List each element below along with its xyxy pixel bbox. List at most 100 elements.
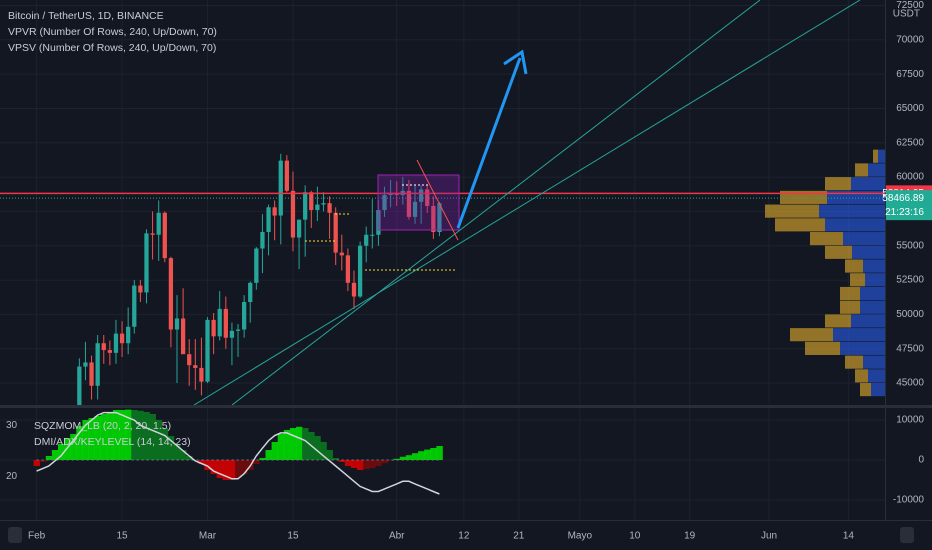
- candle-body: [199, 367, 204, 382]
- momentum-bar: [326, 450, 333, 460]
- momentum-bar: [112, 410, 120, 460]
- volume-up: [863, 259, 885, 273]
- currency-label: USDT: [893, 9, 920, 20]
- volume-up: [865, 273, 885, 287]
- y-tick-label: 60000: [896, 172, 924, 183]
- momentum-bar: [119, 410, 126, 460]
- momentum-bar: [271, 442, 279, 460]
- volume-down: [765, 204, 819, 218]
- momentum-bar: [143, 412, 150, 460]
- candle-body: [266, 207, 271, 233]
- labels: Bitcoin / TetherUS, 1D, BINANCE VPVR (Nu…: [6, 0, 924, 542]
- indicator-legend: VPSV (Number Of Rows, 240, Up/Down, 70): [8, 42, 216, 54]
- momentum-bar: [296, 426, 303, 460]
- candle-body: [95, 343, 100, 386]
- volume-down: [825, 314, 851, 328]
- momentum-bar: [363, 460, 370, 470]
- volume-down: [860, 383, 871, 397]
- volume-up: [871, 383, 885, 397]
- volume-up: [840, 341, 885, 355]
- x-tick-label: Mayo: [568, 531, 593, 542]
- volume-down: [873, 149, 878, 163]
- countdown-label: 21:23:16: [885, 207, 924, 218]
- candle-body: [303, 192, 308, 220]
- candle-body: [150, 233, 155, 235]
- range-box: [377, 174, 460, 231]
- candle-body: [394, 193, 399, 195]
- volume-up: [843, 232, 885, 246]
- indicator-legend: VPVR (Number Of Rows, 240, Up/Down, 70): [8, 26, 217, 38]
- candle-body: [77, 366, 82, 405]
- momentum-bar: [393, 458, 401, 460]
- momentum-bar: [70, 434, 77, 460]
- momentum-bar: [381, 460, 388, 464]
- momentum-bar: [57, 444, 65, 460]
- candle-body: [339, 252, 344, 256]
- x-tick-label: Abr: [389, 531, 405, 542]
- momentum-bar: [149, 414, 156, 460]
- momentum-bar: [418, 451, 425, 460]
- candle-body: [156, 212, 161, 235]
- momentum-bar: [357, 460, 364, 470]
- momentum-bar: [125, 409, 132, 460]
- price-pane: [0, 149, 885, 405]
- momentum-bar: [167, 436, 175, 460]
- volume-up: [851, 314, 885, 328]
- candle-body: [126, 326, 131, 344]
- candle-body: [406, 190, 412, 217]
- x-tick-label: 10: [629, 531, 641, 542]
- y-tick-label: 10000: [896, 415, 924, 426]
- momentum-bar: [100, 414, 108, 460]
- candle-body: [431, 205, 436, 233]
- candle-body: [437, 203, 442, 233]
- momentum-bar: [289, 428, 297, 460]
- momentum-bar: [338, 460, 346, 462]
- momentum-bar: [161, 428, 169, 460]
- y-tick-label: 0: [918, 455, 924, 466]
- auto-scale-button[interactable]: [900, 527, 914, 543]
- x-tick-label: Mar: [199, 531, 217, 542]
- y-tick-label: 72500: [896, 0, 924, 11]
- volume-down: [825, 245, 852, 259]
- momentum-bar: [33, 460, 40, 466]
- momentum-bar: [302, 428, 309, 460]
- candle-body: [235, 329, 241, 331]
- momentum-bar: [204, 460, 211, 470]
- momentum-bar: [375, 460, 382, 466]
- momentum-bar: [259, 458, 266, 460]
- trend-line: [193, 0, 861, 405]
- momentum-bar: [387, 460, 394, 461]
- x-tick-label: 14: [843, 531, 855, 542]
- y2-tick-label: 30: [6, 420, 18, 431]
- x-tick-label: 21: [513, 531, 525, 542]
- momentum-bar: [430, 448, 437, 460]
- volume-up: [852, 245, 885, 259]
- candle-body: [83, 362, 88, 367]
- x-tick-label: Feb: [28, 531, 46, 542]
- momentum-bar: [39, 460, 47, 462]
- y-tick-label: 52500: [896, 275, 924, 286]
- momentum-bar: [344, 460, 352, 466]
- indicator-legend: SQZMOM_LB (20, 2, 20, 1.5): [34, 420, 171, 432]
- momentum-bar: [411, 453, 419, 460]
- timezone-button[interactable]: [8, 527, 22, 543]
- volume-down: [850, 273, 865, 287]
- y-tick-label: 47500: [896, 343, 924, 354]
- volume-up: [878, 149, 885, 163]
- candle-body: [229, 330, 235, 338]
- momentum-bar: [350, 460, 358, 468]
- trend-line: [231, 0, 761, 405]
- forecast-arrowhead: [503, 49, 528, 75]
- candle-body: [205, 319, 210, 382]
- drawings: [193, 0, 861, 405]
- volume-down: [810, 232, 843, 246]
- volume-up: [863, 355, 885, 369]
- candle-body: [138, 285, 143, 293]
- volume-up: [819, 204, 885, 218]
- candle-body: [217, 308, 222, 337]
- volume-down: [855, 163, 868, 177]
- y-tick-label: 62500: [896, 137, 924, 148]
- forecast-arrow: [456, 57, 522, 229]
- adx-line: [36, 411, 440, 495]
- momentum-bar: [283, 430, 291, 460]
